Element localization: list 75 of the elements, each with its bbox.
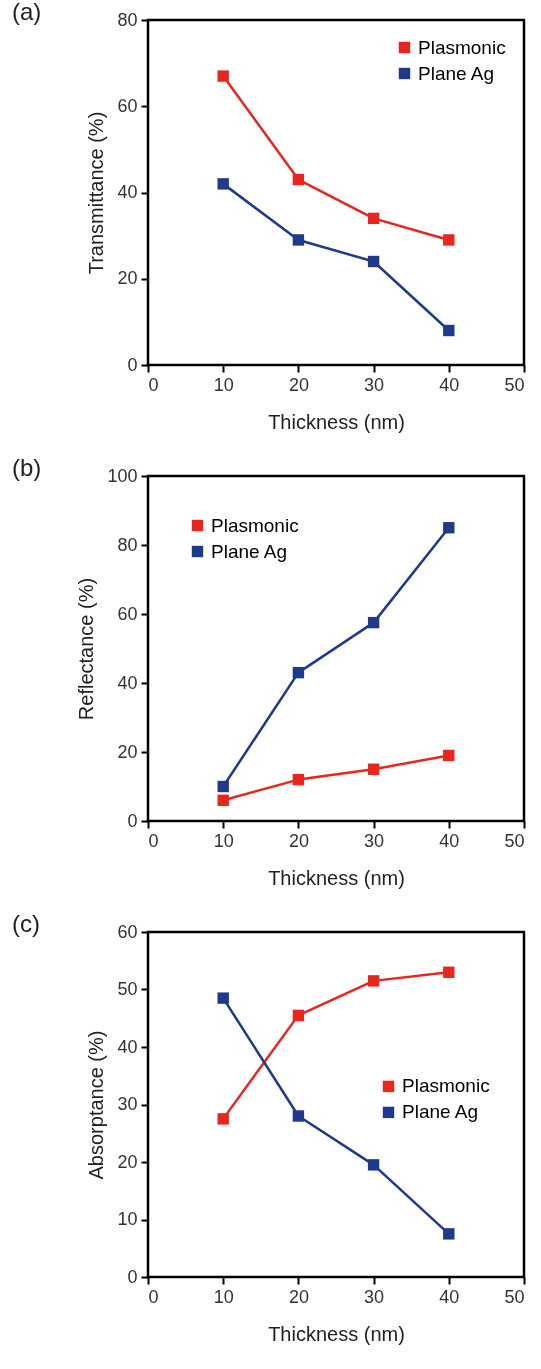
y-tick-label: 60 — [117, 95, 138, 116]
point — [443, 234, 455, 246]
y-tick-label: 80 — [117, 534, 138, 555]
point — [292, 666, 305, 679]
point — [292, 1009, 305, 1022]
chart-title: (a) — [12, 0, 42, 25]
x-tick-label: 20 — [288, 1286, 309, 1307]
point — [367, 763, 380, 775]
point — [367, 255, 380, 268]
legend-label: Plasmonic — [402, 1075, 490, 1097]
x-tick-label: 40 — [439, 374, 460, 395]
y-tick-label: 60 — [117, 921, 138, 942]
y-tick-label: 50 — [117, 979, 138, 999]
point — [443, 324, 455, 337]
point — [367, 212, 380, 225]
x-tick-label: 30 — [364, 374, 385, 395]
point — [217, 178, 229, 190]
x-tick-label: 10 — [213, 374, 234, 395]
x-tick-label: 50 — [504, 374, 525, 395]
x-tick-label: 20 — [288, 830, 309, 851]
y-tick-label: 40 — [117, 1036, 138, 1057]
y-tick-label: 60 — [117, 603, 138, 624]
legend-label: Plasmonic — [211, 514, 299, 536]
x-tick-label: 50 — [504, 1286, 525, 1307]
point — [367, 616, 380, 629]
y-axis-title: Transmittance (%) — [85, 111, 108, 275]
chart-title: (b) — [12, 454, 42, 481]
x-tick-label: 0 — [148, 830, 159, 851]
y-tick-label: 40 — [117, 672, 138, 693]
y-tick-label: 0 — [127, 354, 138, 375]
point — [292, 773, 305, 786]
x-axis-title: Thickness (nm) — [268, 1322, 405, 1345]
y-axis-title: Absorptance (%) — [85, 1030, 108, 1180]
x-tick-label: 10 — [213, 830, 234, 851]
x-tick-label: 40 — [439, 1286, 460, 1307]
y-tick-label: 80 — [117, 9, 138, 30]
x-tick-label: 10 — [213, 1286, 234, 1307]
point — [292, 1110, 305, 1122]
y-tick-label: 0 — [127, 810, 138, 831]
y-tick-label: 20 — [117, 1151, 138, 1172]
y-tick-label: 20 — [117, 268, 138, 289]
point — [292, 173, 305, 186]
y-tick-label: 20 — [117, 741, 138, 762]
x-tick-label: 30 — [364, 1286, 385, 1307]
point — [217, 780, 229, 793]
legend-label: Plane Ag — [402, 1101, 479, 1123]
x-tick-label: 20 — [288, 374, 309, 395]
legend-label: Plane Ag — [211, 540, 288, 562]
legend-label: Plane Ag — [418, 62, 495, 84]
point — [367, 975, 380, 987]
legend-label: Plasmonic — [418, 36, 506, 58]
x-tick-label: 0 — [148, 1286, 159, 1307]
point — [367, 1159, 380, 1171]
x-tick-label: 40 — [439, 830, 460, 851]
x-tick-label: 50 — [504, 830, 525, 851]
chart-title: (c) — [12, 910, 40, 937]
point — [443, 749, 455, 762]
point — [443, 522, 455, 534]
y-tick-label: 0 — [127, 1266, 138, 1287]
y-tick-label: 40 — [117, 182, 138, 202]
point — [443, 966, 455, 978]
point — [217, 70, 229, 82]
y-tick-label: 10 — [117, 1209, 138, 1229]
point — [217, 1113, 229, 1125]
point — [217, 794, 229, 806]
x-tick-label: 0 — [148, 374, 159, 395]
y-axis-title: Reflectance (%) — [75, 577, 98, 721]
y-tick-label: 30 — [117, 1094, 138, 1114]
point — [443, 1228, 455, 1240]
x-tick-label: 30 — [364, 830, 385, 851]
point — [217, 992, 229, 1004]
x-axis-title: Thickness (nm) — [268, 866, 405, 889]
y-tick-label: 100 — [107, 465, 138, 486]
x-axis-title: Thickness (nm) — [268, 410, 405, 433]
point — [292, 234, 305, 246]
